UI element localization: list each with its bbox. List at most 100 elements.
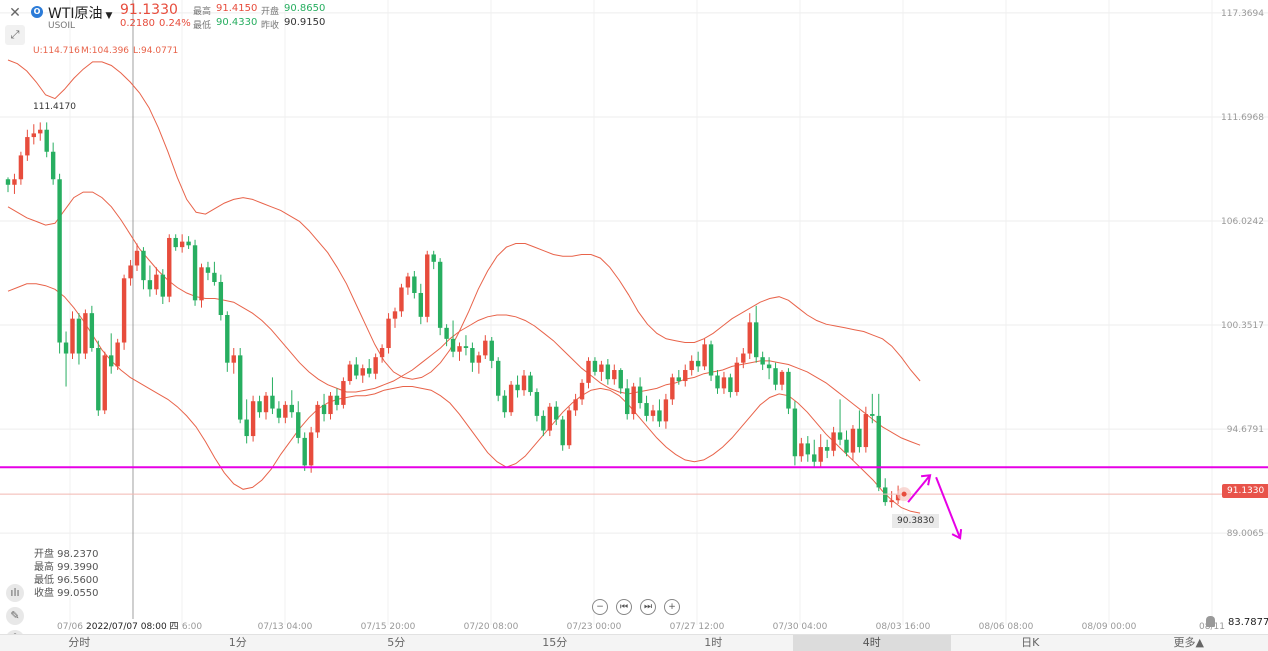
candle-body — [238, 355, 242, 419]
candle-body — [528, 376, 532, 393]
candle — [90, 306, 94, 352]
bollinger-bands — [8, 60, 920, 513]
candle-body — [696, 361, 700, 367]
candle-body — [303, 438, 307, 466]
candle — [193, 240, 197, 306]
candle-body — [515, 385, 519, 391]
candle-body — [554, 407, 558, 420]
indicator-lower: L:94.0771 — [133, 46, 178, 56]
candle — [548, 403, 552, 436]
candle — [12, 174, 16, 194]
y-tick-label: 117.3694 — [1221, 9, 1264, 19]
candle-body — [148, 280, 152, 289]
candle-body — [83, 313, 87, 353]
x-tick-label: 07/15 20:00 — [361, 622, 416, 632]
x-tick-label: 07/13 04:00 — [258, 622, 313, 632]
candle — [341, 377, 345, 408]
candle — [728, 374, 732, 398]
candle-body — [573, 399, 577, 410]
candle-body — [683, 370, 687, 381]
expand-icon[interactable]: ⤢ — [5, 25, 25, 45]
candle-body — [141, 251, 145, 280]
candle — [606, 359, 610, 385]
candle — [438, 258, 442, 335]
alarm-icon[interactable] — [1206, 616, 1215, 627]
candle — [780, 370, 784, 390]
symbol-logo: O — [31, 6, 43, 18]
candle — [522, 370, 526, 396]
candle — [83, 309, 87, 359]
price-change: 0.2180 — [120, 18, 155, 29]
x-tick-label: 07/27 12:00 — [670, 622, 725, 632]
skip-forward-button[interactable]: ⏭ — [640, 599, 656, 615]
current-price-tag: 91.1330 — [1222, 484, 1268, 498]
candle — [760, 352, 764, 370]
y-tick-label: 100.3517 — [1221, 321, 1264, 331]
candle — [206, 262, 210, 280]
candle-body — [122, 278, 126, 342]
candle — [857, 410, 861, 452]
candle — [644, 396, 648, 422]
y-tick-label: 111.6968 — [1221, 113, 1264, 123]
candle-body — [25, 137, 29, 155]
candle — [122, 275, 126, 350]
candle-body — [348, 365, 352, 382]
timeframe-tab[interactable]: 5分 — [317, 635, 476, 651]
candle-body — [522, 376, 526, 391]
candle-body — [838, 432, 842, 439]
low-value: 90.4330 — [216, 17, 257, 28]
candle — [406, 273, 410, 295]
candle-body — [561, 420, 565, 446]
timeframe-tab[interactable]: 15分 — [476, 635, 635, 651]
candle-body — [741, 354, 745, 363]
candle-body — [780, 372, 784, 385]
zoom-in-button[interactable]: + — [664, 599, 680, 615]
candle — [57, 174, 61, 354]
candle-body — [412, 276, 416, 293]
candle — [180, 234, 184, 252]
timeframe-tab[interactable]: 日K — [951, 635, 1110, 651]
timeframe-tab[interactable]: 1分 — [159, 635, 318, 651]
timeframe-tab[interactable]: 1时 — [634, 635, 793, 651]
timeframe-tab[interactable]: 分时 — [0, 635, 159, 651]
candle — [70, 311, 74, 359]
candle-body — [889, 500, 893, 502]
timeframe-tab[interactable]: 更多▲ — [1110, 635, 1268, 651]
candle-body — [315, 405, 319, 433]
candle — [51, 143, 55, 185]
indicator-tool-icon[interactable]: ılı — [6, 584, 24, 602]
candle — [586, 357, 590, 388]
candle — [490, 337, 494, 368]
candle-body — [393, 311, 397, 318]
candle — [386, 313, 390, 353]
candle-body — [664, 399, 668, 421]
close-icon[interactable]: ✕ — [5, 3, 25, 23]
skip-back-button[interactable]: ⏮ — [616, 599, 632, 615]
candle — [348, 361, 352, 385]
candle — [470, 343, 474, 372]
zoom-out-button[interactable]: − — [592, 599, 608, 615]
timeframe-tab[interactable]: 4时 — [793, 635, 952, 651]
candle-body — [57, 179, 61, 342]
candle — [851, 425, 855, 460]
candle — [115, 339, 119, 370]
candle — [148, 265, 152, 296]
symbol-title[interactable]: WTI原油▼ — [48, 3, 112, 23]
candle-body — [541, 416, 545, 431]
candle — [64, 332, 68, 387]
candle-body — [793, 409, 797, 457]
candle-body — [470, 348, 474, 363]
draw-tool-icon[interactable]: ✎ — [6, 607, 24, 625]
candle-body — [786, 372, 790, 409]
current-price-dot — [902, 492, 907, 497]
candle — [638, 377, 642, 408]
price-change-pct: 0.24% — [159, 18, 191, 29]
candle — [109, 333, 113, 373]
candle — [425, 251, 429, 323]
candle-body — [64, 343, 68, 354]
open-value: 90.8650 — [284, 3, 325, 14]
x-tick-label: 08/03 16:00 — [876, 622, 931, 632]
candle-body — [567, 410, 571, 445]
